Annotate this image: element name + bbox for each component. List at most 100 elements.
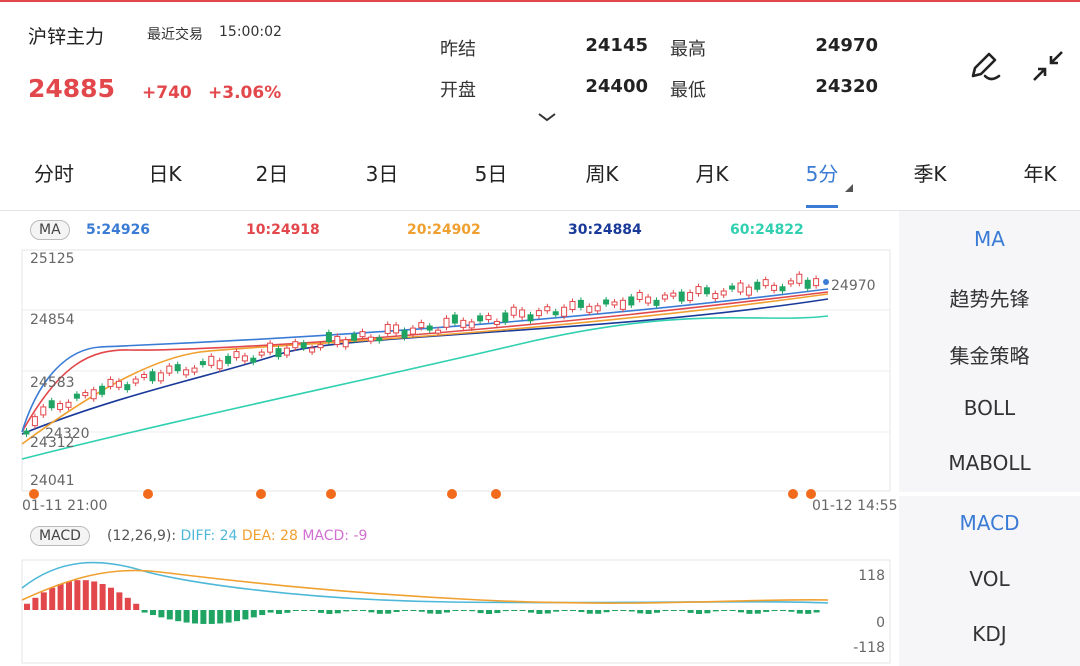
macd-histogram-bar (318, 610, 324, 613)
macd-histogram-bar (511, 610, 518, 611)
price-change-pct: +3.06% (208, 83, 282, 103)
candle-body (762, 279, 769, 287)
macd-histogram-bar (385, 610, 392, 614)
candle-body (678, 291, 685, 302)
macd-histogram-bar (687, 610, 694, 613)
collapse-icon[interactable] (1028, 46, 1068, 86)
tab-weekly-k[interactable]: 周K (585, 162, 619, 186)
ma10-line (21, 291, 829, 433)
macd-histogram-bar (477, 610, 484, 614)
ma60-value: 60:24822 (730, 222, 804, 238)
candle-body (451, 314, 458, 324)
dropdown-caret-icon[interactable] (845, 184, 853, 192)
ma10-value: 10:24918 (246, 222, 320, 238)
macd-histogram-bar (444, 610, 450, 613)
macd-histogram-bar (628, 610, 635, 612)
macd-histogram-bar (578, 610, 585, 613)
indicator-boll[interactable]: BOLL (963, 396, 1016, 420)
indicator-vol[interactable]: VOL (969, 567, 1010, 591)
macd-histogram-bar (175, 610, 182, 622)
candle-body (687, 292, 694, 302)
macd-histogram-bar (813, 610, 820, 613)
macd-histogram-bar (234, 610, 240, 622)
pen-draw-icon[interactable] (965, 46, 1005, 86)
indicator-ma[interactable]: MA (974, 227, 1005, 251)
candle-body (527, 314, 534, 322)
candle-body (779, 286, 786, 292)
open-label: 开盘 (440, 80, 476, 101)
signal-dot (806, 489, 816, 499)
indicator-gold-strategy[interactable]: 集金策略 (949, 344, 1030, 368)
price-change: +740 (142, 83, 192, 103)
ma-indicator-tag[interactable]: MA (30, 220, 70, 240)
candle-body (174, 364, 181, 372)
tab-monthly-k[interactable]: 月K (695, 162, 729, 186)
low-value: 24320 (815, 76, 878, 97)
candle-body (267, 342, 274, 353)
ma5-value: 5:24926 (86, 222, 151, 238)
price-tick-1: 25125 (30, 251, 75, 267)
tab-intraday[interactable]: 分时 (34, 162, 74, 186)
candle-body (233, 351, 240, 359)
macd-histogram-bar (763, 610, 770, 612)
macd-histogram-bar (166, 610, 173, 620)
candle-body (300, 342, 307, 349)
macd-histogram-bar (754, 610, 761, 614)
price-tick-2: 24854 (30, 312, 75, 328)
signal-dot (788, 489, 798, 499)
macd-histogram-bar (116, 592, 123, 610)
macd-histogram-bar (410, 610, 417, 611)
macd-histogram-bar (284, 610, 291, 613)
price-tick-5: 24041 (30, 473, 75, 489)
candle-body (401, 330, 408, 339)
macd-histogram-bar (494, 610, 501, 614)
tab-2day[interactable]: 2日 (255, 162, 289, 186)
candle-body (603, 299, 610, 305)
candle-body (409, 327, 416, 335)
open-value: 24400 (585, 76, 648, 97)
tab-3day[interactable]: 3日 (365, 162, 399, 186)
candle-body (325, 332, 332, 343)
tab-yearly-k[interactable]: 年K (1023, 162, 1057, 186)
candle-body (359, 331, 366, 338)
low-marker-label: 24320 (45, 426, 90, 442)
candle-body (485, 315, 492, 321)
macd-histogram-bar (208, 610, 215, 624)
chevron-down-icon[interactable] (537, 110, 557, 124)
macd-chart[interactable]: 118 0 -118 (0, 548, 900, 666)
tab-5min[interactable]: 5分 (805, 162, 839, 186)
macd-histogram-bar (704, 610, 711, 614)
high-value: 24970 (815, 35, 878, 56)
indicator-maboll[interactable]: MABOLL (948, 451, 1031, 475)
macd-histogram-bar (343, 610, 350, 612)
macd-histogram-bar (645, 610, 652, 614)
macd-histogram-bar (418, 610, 425, 612)
candle-body (502, 312, 509, 323)
macd-histogram-bar (301, 610, 308, 611)
macd-indicator-tag[interactable]: MACD (30, 526, 90, 546)
candle-body (141, 373, 148, 378)
indicator-kdj[interactable]: KDJ (972, 622, 1007, 646)
macd-histogram-bar (544, 610, 551, 614)
macd-params: (12,26,9): (107, 528, 177, 544)
macd-histogram-bar (24, 603, 30, 610)
macd-histogram-bar (738, 610, 744, 613)
tab-quarterly-k[interactable]: 季K (913, 162, 947, 186)
tab-daily-k[interactable]: 日K (148, 162, 182, 186)
indicator-macd[interactable]: MACD (959, 511, 1020, 535)
macd-histogram-bar (133, 603, 140, 610)
kline-chart[interactable]: 25125 24854 24583 24312 24041 24970 2432… (0, 244, 900, 524)
macd-histogram-bar (780, 610, 786, 611)
macd-histogram-bar (192, 610, 198, 624)
candle-body (73, 393, 80, 399)
macd-tick-mid: 0 (876, 615, 885, 631)
contract-title: 沪锌主力 (28, 26, 105, 48)
active-tab-indicator (806, 205, 838, 208)
candle-body (720, 290, 727, 296)
macd-histogram-bar (721, 610, 728, 611)
candle-body (132, 378, 139, 384)
indicator-trend-pioneer[interactable]: 趋势先锋 (949, 287, 1030, 311)
macd-histogram-bar (351, 610, 358, 611)
tab-5day[interactable]: 5日 (474, 162, 508, 186)
candle-body (754, 281, 761, 290)
